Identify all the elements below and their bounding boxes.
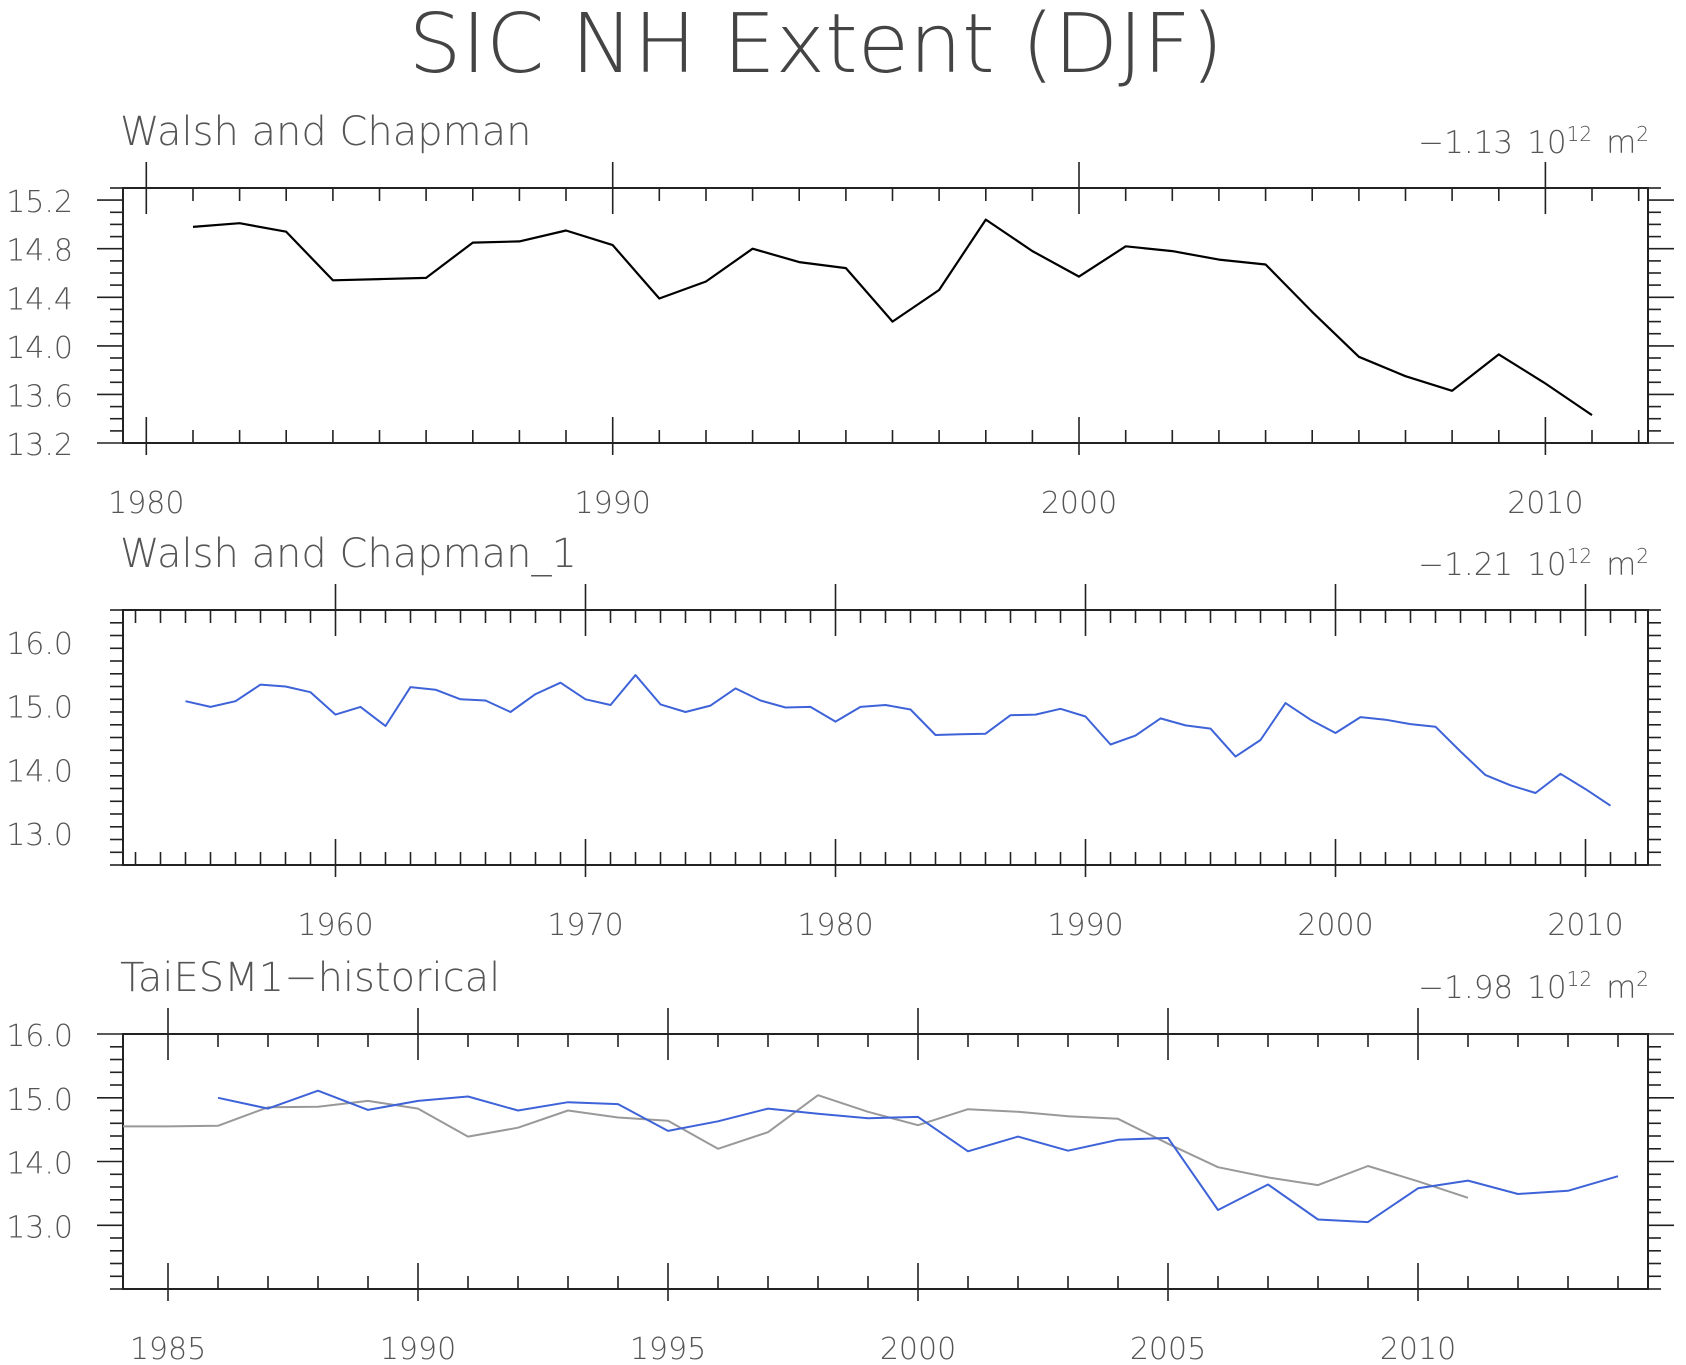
- y-tick-label: 16.0: [6, 1019, 73, 1054]
- panel-1-title: Walsh and Chapman: [120, 109, 532, 155]
- x-tick-label: 2000: [1041, 486, 1117, 521]
- y-tick-label: 15.0: [6, 691, 73, 726]
- panel-1-unit-base: 10: [1527, 125, 1566, 161]
- series-line-1: [123, 1094, 1469, 1199]
- x-tick-label: 2010: [1507, 486, 1583, 521]
- panel-3-unit-name: m: [1606, 970, 1636, 1006]
- panel-1: Walsh and Chapman −1.13 1012 m2 13.2 13.6 14…: [6, 109, 1674, 521]
- panel-1-frame: [122, 187, 1649, 444]
- y-tick-label: 13.6: [6, 379, 73, 414]
- panel-3-title: TaiESM1−historical: [120, 955, 500, 1001]
- panel-2-unit-base: 10: [1527, 547, 1566, 583]
- panel-3-unit-exp: 12: [1567, 967, 1592, 991]
- panel-1-trend: −1.13 1012 m2: [1418, 122, 1649, 161]
- panel-3-ticks: [97, 1008, 1674, 1301]
- panel-2-trend-value: −1.21: [1418, 547, 1513, 583]
- panel-2-unit-name-exp: 2: [1636, 544, 1649, 568]
- y-tick-label: 13.0: [6, 1210, 73, 1245]
- panel-2-trend: −1.21 1012 m2: [1418, 544, 1649, 583]
- panel-2-ticks: [110, 584, 1661, 877]
- panel-1-ticks: [97, 162, 1674, 455]
- panel-3-x-tick-labels: 1985 1990 1995 2000 2005 2010: [130, 1332, 1456, 1365]
- panel-1-trend-value: −1.13: [1418, 125, 1513, 161]
- x-tick-label: 2010: [1547, 908, 1623, 943]
- x-tick-label: 1990: [380, 1332, 456, 1365]
- y-tick-label: 14.8: [6, 234, 73, 269]
- panel-2: Walsh and Chapman_1 −1.21 1012 m2 13.0 14.0…: [6, 531, 1661, 943]
- x-tick-label: 2010: [1380, 1332, 1456, 1365]
- panel-1-series: [192, 218, 1593, 417]
- x-tick-label: 1980: [108, 486, 184, 521]
- x-tick-label: 1985: [130, 1332, 206, 1365]
- panel-3-trend-value: −1.98: [1418, 970, 1513, 1006]
- x-tick-label: 1980: [797, 908, 873, 943]
- panel-3-y-tick-labels: 13.0 14.0 15.0 16.0: [6, 1019, 73, 1245]
- panel-3-unit-name-exp: 2: [1636, 967, 1649, 991]
- y-tick-label: 14.0: [6, 331, 73, 366]
- panel-1-y-tick-labels: 13.2 13.6 14.0 14.4 14.8 15.2: [6, 185, 73, 463]
- figure-title: SIC NH Extent (DJF): [409, 0, 1224, 92]
- y-tick-label: 14.0: [6, 1147, 73, 1182]
- panel-2-title: Walsh and Chapman_1: [120, 531, 577, 577]
- panel-2-series: [185, 674, 1612, 807]
- panel-2-unit-exp: 12: [1567, 544, 1592, 568]
- panel-1-unit-exp: 12: [1567, 122, 1592, 146]
- x-tick-label: 1990: [575, 486, 651, 521]
- x-tick-label: 2000: [880, 1332, 956, 1365]
- x-tick-label: 1960: [297, 908, 373, 943]
- x-tick-label: 2000: [1297, 908, 1373, 943]
- series-line-2: [217, 1089, 1619, 1224]
- x-tick-label: 1970: [547, 908, 623, 943]
- x-tick-label: 1995: [630, 1332, 706, 1365]
- x-tick-label: 1990: [1047, 908, 1123, 943]
- panel-2-frame: [122, 609, 1649, 866]
- panel-2-x-tick-labels: 1960 1970 1980 1990 2000 2010: [297, 908, 1623, 943]
- x-tick-label: 2005: [1130, 1332, 1206, 1365]
- panel-1-unit-name-exp: 2: [1636, 122, 1649, 146]
- panel-2-y-tick-labels: 13.0 14.0 15.0 16.0: [6, 627, 73, 853]
- y-tick-label: 15.0: [6, 1083, 73, 1118]
- panel-3-series: [123, 1089, 1619, 1224]
- panel-2-unit-name: m: [1606, 547, 1636, 583]
- panel-1-unit-name: m: [1606, 125, 1636, 161]
- panel-3-frame: [122, 1033, 1649, 1290]
- y-tick-label: 15.2: [6, 185, 73, 220]
- y-tick-label: 16.0: [6, 627, 73, 662]
- y-tick-label: 13.0: [6, 818, 73, 853]
- series-line-1: [192, 218, 1593, 417]
- series-line-1: [185, 674, 1612, 807]
- panel-1-x-tick-labels: 1980 1990 2000 2010: [108, 486, 1583, 521]
- panel-3-trend: −1.98 1012 m2: [1418, 967, 1649, 1006]
- y-tick-label: 14.0: [6, 754, 73, 789]
- y-tick-label: 13.2: [6, 428, 73, 463]
- panel-3: TaiESM1−historical −1.98 1012 m2 13.014.01…: [6, 955, 1674, 1365]
- y-tick-label: 14.4: [6, 282, 73, 317]
- panel-3-unit-base: 10: [1527, 970, 1566, 1006]
